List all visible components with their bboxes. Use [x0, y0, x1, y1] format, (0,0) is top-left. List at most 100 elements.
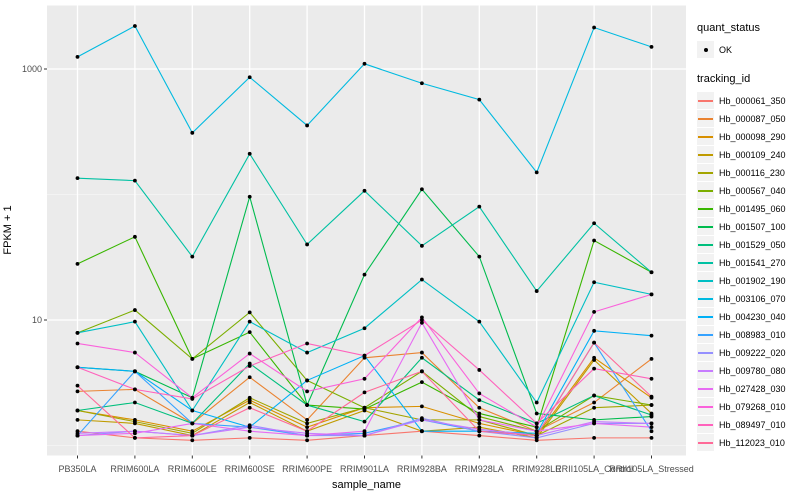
y-tick-label: 1000 — [21, 64, 42, 74]
data-point-Hb_001902_190 — [75, 330, 80, 335]
data-point-Hb_027428_030 — [592, 421, 596, 426]
data-point-Hb_000087_050 — [247, 375, 252, 380]
x-tick-label: RRIM901LA — [339, 464, 390, 474]
data-point-Hb_089497_010 — [305, 341, 309, 346]
series-color-line — [698, 136, 713, 138]
line-key-icon — [697, 326, 714, 343]
data-point-Hb_000061_350 — [305, 438, 309, 443]
data-point-Hb_001529_050 — [477, 398, 482, 403]
legend-entry: Hb_001507_100 — [697, 218, 797, 235]
data-point-Hb_000098_290 — [477, 421, 482, 426]
data-point-Hb_001495_060 — [247, 330, 252, 335]
legend-entry: Hb_000098_290 — [697, 128, 797, 145]
data-point-Hb_001541_270 — [75, 176, 80, 181]
line-key-icon — [697, 290, 714, 307]
data-point-Hb_079268_010 — [133, 350, 137, 355]
data-point-Hb_000116_230 — [133, 419, 137, 424]
data-point-Hb_000567_040 — [477, 414, 482, 419]
legend: quant_status OK tracking_id Hb_000061_35… — [697, 22, 797, 452]
y-axis-title: FPKM + 1 — [2, 205, 14, 255]
data-point-Hb_089497_010 — [477, 368, 482, 372]
x-tick-label: RRIM928LA — [454, 464, 504, 474]
data-point-Hb_089497_010 — [190, 397, 195, 401]
data-point-Hb_079268_010 — [592, 310, 596, 314]
line-key-icon — [697, 218, 714, 235]
data-point-Hb_112023_010 — [649, 394, 654, 399]
data-point-Hb_000087_050 — [477, 405, 482, 410]
legend-entry: Hb_027428_030 — [697, 380, 797, 397]
line-key-icon — [697, 128, 714, 145]
data-point-Hb_079268_010 — [247, 351, 252, 356]
tracking-id-legend-entries: Hb_000061_350 Hb_000087_050 Hb_000098_290 H… — [697, 92, 797, 451]
data-point-Hb_027428_030 — [305, 433, 309, 438]
data-point-Hb_000098_290 — [420, 404, 424, 409]
data-point-Hb_000061_350 — [190, 438, 195, 443]
data-point-Hb_009780_080 — [247, 425, 252, 430]
data-point-Hb_000098_290 — [305, 425, 309, 430]
data-point-Hb_089497_010 — [420, 318, 424, 322]
data-point-Hb_003106_070 — [133, 24, 137, 28]
series-color-line — [698, 352, 713, 354]
legend-entry: Hb_001529_050 — [697, 236, 797, 253]
data-point-Hb_001541_270 — [534, 289, 539, 293]
data-point-Hb_000567_040 — [133, 308, 137, 312]
data-point-Hb_003106_070 — [75, 54, 80, 59]
data-point-Hb_001541_270 — [247, 151, 252, 156]
data-point-Hb_004230_040 — [420, 429, 424, 434]
line-key-icon — [697, 182, 714, 199]
legend-entry-label: Hb_009780_080 — [719, 365, 786, 376]
data-point-Hb_001507_100 — [534, 411, 539, 416]
series-color-line — [698, 424, 713, 426]
data-point-Hb_003106_070 — [190, 130, 195, 135]
data-point-Hb_001507_100 — [477, 254, 482, 259]
data-point-Hb_008983_010 — [133, 369, 137, 374]
data-point-Hb_000061_350 — [649, 435, 654, 440]
data-point-Hb_001902_190 — [420, 277, 424, 282]
data-point-Hb_027428_030 — [649, 425, 654, 430]
line-key-icon — [697, 398, 714, 415]
series-color-line — [698, 118, 713, 120]
legend-entry: Hb_001902_190 — [697, 272, 797, 289]
data-point-Hb_089497_010 — [534, 421, 539, 426]
data-point-Hb_001902_190 — [534, 400, 539, 405]
data-point-Hb_003106_070 — [592, 25, 596, 30]
legend-entry: Hb_008983_010 — [697, 326, 797, 343]
line-key-icon — [697, 92, 714, 109]
line-key-icon — [697, 362, 714, 379]
data-point-Hb_001495_060 — [362, 407, 367, 412]
quant-status-legend-title: quant_status — [697, 22, 760, 34]
data-point-Hb_027428_030 — [75, 433, 80, 438]
data-point-Hb_001902_190 — [305, 350, 309, 355]
line-key-icon — [697, 164, 714, 181]
data-point-Hb_004230_040 — [649, 333, 654, 338]
line-key-icon — [697, 272, 714, 289]
legend-entry-label: OK — [719, 44, 733, 55]
data-point-Hb_001529_050 — [305, 403, 309, 407]
data-point-Hb_089497_010 — [649, 376, 654, 381]
data-point-Hb_079268_010 — [649, 292, 654, 297]
data-point-Hb_001541_270 — [649, 270, 654, 275]
data-point-Hb_001902_190 — [592, 280, 596, 285]
data-point-Hb_089497_010 — [592, 366, 596, 371]
x-tick-label: RRIM928BA — [396, 464, 447, 474]
x-tick-label: RRIM928LE — [512, 464, 562, 474]
series-color-line — [698, 244, 713, 246]
data-point-Hb_001507_100 — [247, 194, 252, 199]
series-color-line — [698, 172, 713, 174]
x-tick-label: RRIM600PE — [282, 464, 333, 474]
data-point-Hb_001529_050 — [133, 400, 137, 405]
data-point-Hb_112023_010 — [305, 429, 309, 434]
data-point-Hb_027428_030 — [247, 429, 252, 434]
data-point-Hb_079268_010 — [477, 391, 482, 396]
line-key-icon — [697, 380, 714, 397]
data-point-Hb_112023_010 — [420, 369, 424, 374]
data-point-Hb_079268_010 — [75, 341, 80, 346]
legend-entry: Hb_001541_270 — [697, 254, 797, 271]
series-color-line — [698, 406, 713, 408]
legend-entry-label: Hb_001541_270 — [719, 257, 786, 268]
data-point-Hb_009780_080 — [362, 433, 367, 438]
data-point-Hb_001902_190 — [362, 326, 367, 331]
data-point-Hb_112023_010 — [592, 340, 596, 345]
legend-entry-label: Hb_008983_010 — [719, 329, 786, 340]
